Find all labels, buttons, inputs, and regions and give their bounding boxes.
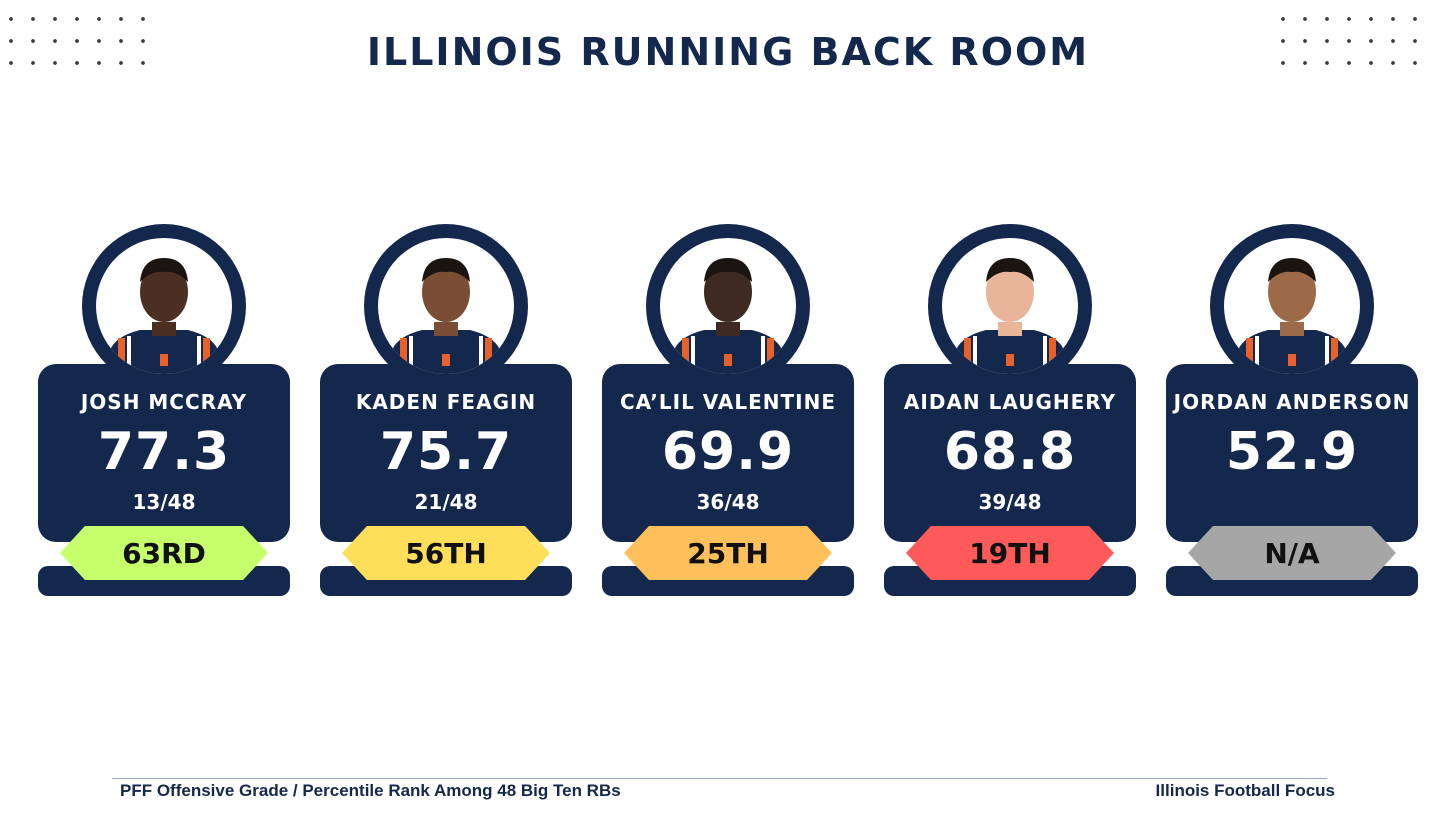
card-panel (38, 364, 290, 542)
card-panel (1166, 364, 1418, 542)
player-photo (942, 238, 1078, 374)
rank-among-rbs: 39/48 (978, 490, 1042, 514)
player-card: JORDAN ANDERSON 52.9 N/A (1166, 224, 1418, 596)
player-photo (1224, 238, 1360, 374)
offensive-grade: 52.9 (1225, 422, 1359, 482)
player-name: CA’LIL VALENTINE (619, 390, 837, 414)
dot-pattern-left (0, 8, 160, 82)
footer-caption: PFF Offensive Grade / Percentile Rank Am… (120, 781, 621, 800)
player-card: KADEN FEAGIN 75.7 21/48 56TH (320, 224, 572, 596)
player-card: JOSH MCCRAY 77.3 13/48 63RD (38, 224, 290, 596)
dot-pattern-right (1272, 8, 1432, 82)
offensive-grade: 77.3 (97, 422, 231, 482)
player-photo (660, 238, 796, 374)
percentile-badge: 19TH (906, 526, 1114, 580)
player-name: JORDAN ANDERSON (1173, 390, 1411, 414)
offensive-grade: 75.7 (379, 422, 513, 482)
player-name: AIDAN LAUGHERY (903, 390, 1117, 414)
player-photo (378, 238, 514, 374)
percentile-badge: 56TH (342, 526, 550, 580)
player-card: CA’LIL VALENTINE 69.9 36/48 25TH (602, 224, 854, 596)
card-panel (884, 364, 1136, 542)
footer-divider (112, 778, 1327, 779)
player-name: KADEN FEAGIN (355, 390, 537, 414)
player-card: AIDAN LAUGHERY 68.8 39/48 19TH (884, 224, 1136, 596)
player-photo (96, 238, 232, 374)
player-name: JOSH MCCRAY (80, 390, 248, 414)
card-panel (602, 364, 854, 542)
rank-among-rbs: 13/48 (132, 490, 196, 514)
percentile-badge: 25TH (624, 526, 832, 580)
page-title: ILLINOIS RUNNING BACK ROOM (366, 30, 1090, 74)
offensive-grade: 68.8 (943, 422, 1077, 482)
percentile-badge: 63RD (60, 526, 268, 580)
footer-credit: Illinois Football Focus (1155, 781, 1335, 800)
rank-among-rbs: 21/48 (414, 490, 478, 514)
rank-among-rbs: 36/48 (696, 490, 760, 514)
percentile-badge: N/A (1188, 526, 1396, 580)
card-panel (320, 364, 572, 542)
offensive-grade: 69.9 (661, 422, 795, 482)
